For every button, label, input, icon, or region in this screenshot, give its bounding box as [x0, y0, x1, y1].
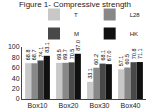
svg-text:M: M: [74, 31, 79, 37]
svg-text:60: 60: [12, 64, 20, 71]
svg-text:68.8: 68.8: [25, 50, 31, 61]
svg-text:74.1: 74.1: [38, 47, 44, 58]
svg-text:0: 0: [16, 95, 20, 102]
svg-text:68.1: 68.1: [100, 50, 106, 61]
svg-text:T: T: [74, 12, 78, 18]
svg-text:33.1: 33.1: [87, 68, 93, 79]
svg-text:70.5: 70.5: [69, 49, 75, 60]
svg-text:60.2: 60.2: [93, 54, 99, 65]
svg-text:69.5: 69.5: [56, 49, 62, 60]
svg-text:60.5: 60.5: [124, 54, 130, 65]
svg-text:80: 80: [12, 54, 20, 61]
svg-text:20: 20: [12, 85, 20, 92]
svg-text:87.0: 87.0: [75, 40, 81, 51]
svg-text:Box10: Box10: [28, 102, 48, 109]
svg-text:100: 100: [8, 43, 20, 50]
svg-text:70.8: 70.8: [131, 48, 137, 59]
svg-text:HK: HK: [130, 31, 138, 37]
svg-text:Figure 1- Compressive strength: Figure 1- Compressive strength: [19, 0, 131, 9]
svg-text:57.1: 57.1: [118, 56, 124, 67]
svg-text:83.1: 83.1: [44, 42, 50, 53]
svg-text:Box40: Box40: [121, 102, 141, 109]
svg-text:40: 40: [12, 75, 20, 82]
svg-text:67.0: 67.0: [106, 50, 112, 61]
svg-text:Box30: Box30: [90, 102, 110, 109]
svg-text:71.1: 71.1: [137, 48, 143, 59]
svg-text:68.7: 68.7: [31, 50, 37, 61]
svg-text:Box20: Box20: [59, 102, 79, 109]
svg-text:L28: L28: [130, 12, 141, 18]
svg-text:69.7: 69.7: [62, 49, 68, 60]
